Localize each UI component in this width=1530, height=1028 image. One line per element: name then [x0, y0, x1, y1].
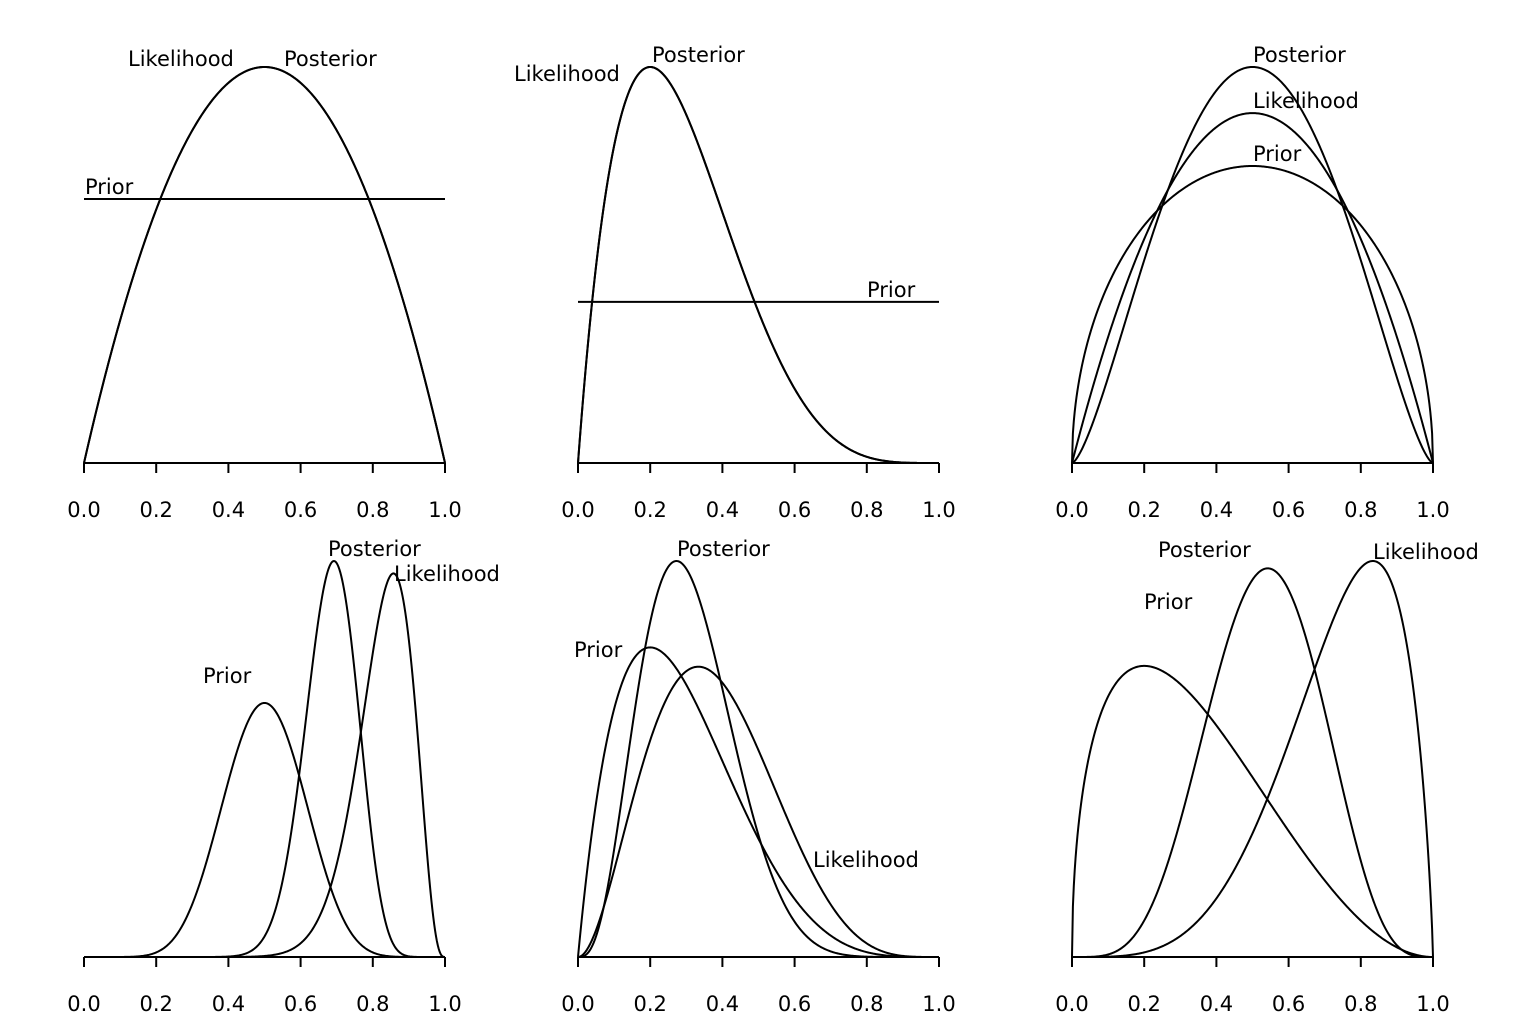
prior-label: Prior	[867, 278, 916, 302]
likelihood-curve	[577, 665, 939, 958]
posterior-curve	[577, 65, 939, 464]
x-tick-label: 1.0	[922, 498, 955, 522]
x-tick-label: 0.0	[561, 992, 594, 1016]
posterior-curve	[84, 559, 445, 958]
prior-label: Prior	[1253, 142, 1302, 166]
x-tick-label: 0.6	[778, 498, 811, 522]
x-tick-label: 0.8	[356, 498, 389, 522]
panel-6: 0.0 0.2 0.4 0.6 0.8 1.0 Prior Likelihood Posteri…	[1055, 538, 1479, 1016]
x-tick-label: 0.8	[356, 992, 389, 1016]
posterior-label: Posterior	[1253, 43, 1346, 67]
posterior-curve	[1071, 65, 1434, 464]
posterior-label: Posterior	[652, 43, 745, 67]
x-tick-label: 0.6	[778, 992, 811, 1016]
x-tick-label: 0.6	[1272, 992, 1305, 1016]
x-tick-label: 0.8	[1344, 498, 1377, 522]
x-tick-label: 0.6	[284, 992, 317, 1016]
x-tick-label: 0.2	[1127, 498, 1160, 522]
likelihood-curve	[83, 65, 446, 464]
x-tick-label: 0.6	[1272, 498, 1305, 522]
x-tick-label: 0.0	[1055, 992, 1088, 1016]
posterior-curve	[578, 559, 939, 958]
x-tick-label: 0.4	[706, 992, 739, 1016]
x-tick-label: 0.6	[284, 498, 317, 522]
x-tick-label: 0.0	[561, 498, 594, 522]
x-tick-label: 1.0	[922, 992, 955, 1016]
x-tick-label: 1.0	[428, 498, 461, 522]
prior-curve	[84, 701, 445, 958]
likelihood-curve	[1072, 559, 1434, 958]
likelihood-label: Likelihood	[813, 848, 919, 872]
prior-label: Prior	[203, 664, 252, 688]
x-tick-label: 0.4	[1200, 992, 1233, 1016]
prior-label: Prior	[85, 175, 134, 199]
x-tick-label: 0.8	[850, 992, 883, 1016]
x-tick-label: 1.0	[1416, 992, 1449, 1016]
panel-3: 0.0 0.2 0.4 0.6 0.8 1.0 Prior Likelihood Posteri…	[1055, 43, 1449, 522]
prior-label: Prior	[574, 638, 623, 662]
x-tick-label: 0.4	[706, 498, 739, 522]
x-tick-label: 0.0	[67, 498, 100, 522]
panel-2: 0.0 0.2 0.4 0.6 0.8 1.0 Prior Likelihood Posteri…	[514, 43, 956, 522]
prior-curve	[1071, 664, 1434, 958]
posterior-label: Posterior	[284, 47, 377, 71]
prior-curve	[1071, 165, 1434, 464]
likelihood-label: Likelihood	[1253, 89, 1359, 113]
posterior-label: Posterior	[677, 537, 770, 561]
x-tick-label: 0.8	[850, 498, 883, 522]
posterior-curve	[1072, 567, 1433, 958]
x-tick-label: 0.4	[212, 992, 245, 1016]
panel-1: 0.0 0.2 0.4 0.6 0.8 1.0 Prior Likelihood Posteri…	[67, 47, 461, 522]
posterior-label: Posterior	[1158, 538, 1251, 562]
likelihood-label: Likelihood	[514, 62, 620, 86]
x-tick-label: 0.0	[67, 992, 100, 1016]
x-tick-label: 1.0	[428, 992, 461, 1016]
posterior-label: Posterior	[328, 537, 421, 561]
x-tick-label: 0.4	[1200, 498, 1233, 522]
prior-curve	[577, 646, 939, 958]
panel-4: 0.0 0.2 0.4 0.6 0.8 1.0 Prior LikelihoodPosteri…	[67, 537, 500, 1016]
x-tick-label: 0.2	[1127, 992, 1160, 1016]
x-tick-label: 0.2	[633, 992, 666, 1016]
x-tick-label: 0.2	[139, 498, 172, 522]
likelihood-curve	[577, 65, 939, 464]
x-tick-label: 0.8	[1344, 992, 1377, 1016]
posterior-curve	[83, 65, 446, 464]
prior-label: Prior	[1144, 590, 1193, 614]
likelihood-curve	[1071, 112, 1434, 464]
x-tick-label: 0.4	[212, 498, 245, 522]
x-tick-label: 0.0	[1055, 498, 1088, 522]
x-tick-label: 0.2	[633, 498, 666, 522]
panel-5: 0.0 0.2 0.4 0.6 0.8 1.0 Prior Likelihood Posteri…	[561, 537, 955, 1016]
x-tick-label: 0.2	[139, 992, 172, 1016]
likelihood-label: Likelihood	[394, 562, 500, 586]
likelihood-label: Likelihood	[128, 47, 234, 71]
x-tick-label: 1.0	[1416, 498, 1449, 522]
likelihood-label: Likelihood	[1373, 540, 1479, 564]
likelihood-curve	[84, 572, 446, 958]
